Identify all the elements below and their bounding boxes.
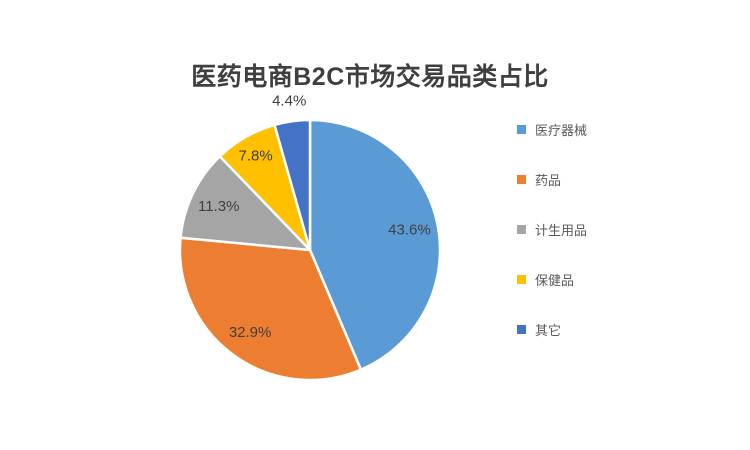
pie-slice-3[interactable] [179, 155, 312, 252]
legend-swatch-icon [517, 324, 526, 334]
legend-item-1[interactable]: 医疗器械 [517, 121, 588, 138]
pie-slice-label: 43.6% [388, 222, 431, 239]
legend-item-5[interactable]: 其它 [517, 321, 587, 338]
pie-slice-label: 32.9% [229, 324, 272, 341]
legend-swatch-icon [517, 224, 526, 234]
chart-title: 医药电商B2C市场交易品类占比 [191, 63, 549, 91]
legend-label: 保健品 [535, 272, 575, 288]
legend-item-3[interactable]: 计生用品 [517, 221, 588, 238]
legend-label: 计生用品 [535, 222, 588, 238]
pie-slice-2[interactable] [178, 236, 363, 382]
legend-swatch-icon [517, 124, 526, 134]
legend-label: 其它 [535, 322, 562, 338]
legend-item-4[interactable]: 保健品 [517, 271, 587, 288]
legend-swatch-icon [517, 174, 526, 184]
legend-swatch-icon [517, 274, 526, 284]
legend-label: 药品 [535, 172, 562, 188]
pie-slice-5[interactable] [273, 118, 312, 252]
pie-slice-label: 4.4% [272, 93, 306, 110]
legend-item-2[interactable]: 药品 [517, 171, 587, 188]
legend: 医疗器械药品计生用品保健品其它 [517, 121, 588, 338]
pie-slice-1[interactable] [308, 118, 442, 371]
pie-slice-label: 7.8% [238, 147, 272, 164]
legend-label: 医疗器械 [535, 122, 588, 138]
pie-slice-label: 11.3% [198, 198, 239, 215]
